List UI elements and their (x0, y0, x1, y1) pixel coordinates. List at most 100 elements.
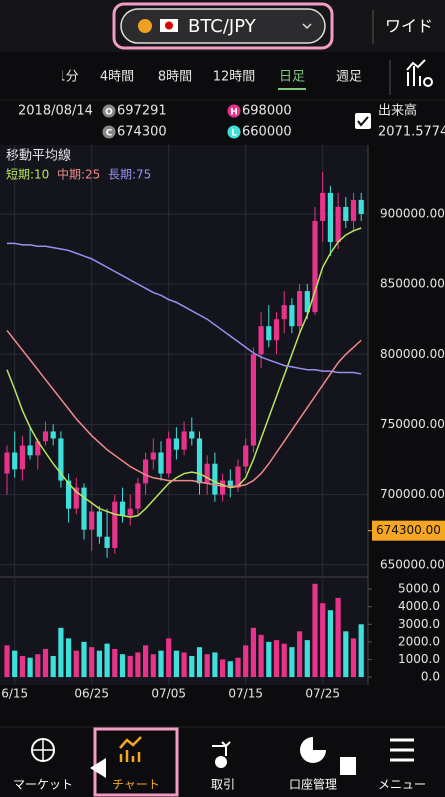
timeframe-tab[interactable]: 1分 (57, 70, 78, 85)
timeframe-tab[interactable]: 4時間 (100, 70, 134, 85)
volume-bar (189, 655, 195, 678)
nav-label[interactable]: 取引 (211, 778, 235, 792)
volume-tick-label: 0.0 (421, 670, 440, 684)
nav-label[interactable]: メニュー (378, 778, 426, 792)
info-date: 2018/08/14 (18, 104, 93, 119)
nav-label[interactable]: チャート (112, 778, 160, 792)
settings-gear (423, 77, 433, 87)
volume-bar (273, 640, 280, 678)
indicator-icon[interactable] (406, 59, 426, 86)
ohlc-icon-letter: O (105, 108, 113, 118)
volume-bar (250, 627, 256, 678)
volume-bar (143, 645, 149, 678)
candle-body (297, 291, 303, 327)
volume-bar (19, 655, 25, 678)
y-tick-label: 900000.00 (380, 206, 445, 220)
pair-selector[interactable] (120, 8, 326, 44)
volume-label: 出来高 (378, 103, 417, 119)
volume-bar (135, 652, 141, 678)
nav-label[interactable]: 口座管理 (289, 777, 337, 792)
candle-body (12, 452, 18, 470)
volume-tick-label: 1000.0 (398, 652, 440, 666)
nav-label[interactable]: マーケット (13, 778, 73, 792)
candle-body (27, 445, 33, 456)
candle-body (119, 501, 126, 516)
moving-average-line (6, 329, 362, 487)
candle-body (50, 431, 56, 439)
ohlc-icon (227, 104, 241, 118)
price-label: 674300.00 (376, 523, 441, 537)
candle-body (104, 536, 110, 548)
volume-bar (42, 648, 49, 678)
candle-body (335, 206, 341, 243)
volume-bar (173, 650, 179, 678)
moving-average-line (6, 227, 362, 518)
trade-icon (212, 741, 231, 756)
candle-body (204, 463, 210, 484)
volume-value: 2071.5774 (378, 125, 445, 140)
btc-icon (138, 19, 152, 33)
volume-bar (258, 634, 264, 678)
volume-tick-label: 5000.0 (398, 582, 440, 596)
account-icon-box (340, 757, 356, 775)
volume-bar (35, 654, 41, 678)
chart-icon (119, 736, 142, 762)
volume-bar (327, 610, 333, 678)
candle-body (143, 459, 149, 484)
volume-tick-label: 2000.0 (398, 634, 440, 648)
volume-bar (266, 641, 272, 678)
volume-bar (343, 631, 349, 678)
volume-tick-label: 3000.0 (398, 617, 440, 631)
ohlc-icon-letter: C (106, 129, 113, 139)
candle-body (135, 483, 141, 509)
candle-body (127, 508, 133, 516)
highlight (93, 727, 179, 797)
menu-icon (390, 738, 414, 762)
volume-bar (58, 627, 64, 678)
price-label-box (372, 520, 445, 541)
candle-body (19, 445, 25, 470)
candle-body (258, 326, 264, 355)
candle-body (89, 511, 95, 530)
candle-body (196, 438, 203, 484)
jp-flag-dot (165, 21, 173, 30)
candle-body (320, 192, 326, 221)
candle-body (327, 192, 333, 243)
ohlc-value: 674300 (117, 125, 167, 140)
candle-body (312, 220, 318, 313)
volume-checkbox[interactable] (355, 113, 371, 129)
candle-body (158, 452, 164, 474)
timeframe-tab[interactable]: 日足 (279, 70, 305, 85)
candle-body (150, 452, 156, 460)
candle-body (281, 305, 287, 320)
ma-legend: 中期:25 (57, 167, 100, 182)
volume-bar (358, 624, 364, 678)
candle-body (112, 501, 118, 548)
candle-body (58, 438, 64, 481)
timeframe-tab[interactable]: 8時間 (158, 70, 192, 85)
candle-body (96, 511, 102, 537)
ohlc-value: 697291 (117, 104, 167, 119)
candle-body (358, 199, 364, 214)
candle-body (73, 487, 79, 509)
wide-button[interactable]: ワイド (385, 17, 433, 36)
volume-bar (243, 645, 249, 678)
volume-bar (150, 654, 156, 678)
ma-legend: 長期:75 (108, 168, 151, 182)
timeframe-tab[interactable]: 週足 (336, 70, 362, 85)
ma-title: 移動平均線 (6, 148, 71, 164)
y-tick-label: 700000.00 (380, 487, 445, 501)
candle-body (4, 452, 10, 474)
pair-name: BTC/JPY (188, 16, 257, 37)
volume-bar (27, 657, 33, 678)
y-tick-label: 800000.00 (380, 347, 445, 361)
candle-body (212, 463, 218, 495)
candle-body (243, 445, 249, 467)
candle-body (42, 431, 49, 442)
y-tick-label: 750000.00 (380, 417, 445, 431)
timeframe-tab[interactable]: 12時間 (213, 70, 256, 85)
ohlc-icon-letter: L (231, 129, 237, 139)
volume-bar (104, 643, 110, 678)
tab-mask (0, 60, 62, 94)
